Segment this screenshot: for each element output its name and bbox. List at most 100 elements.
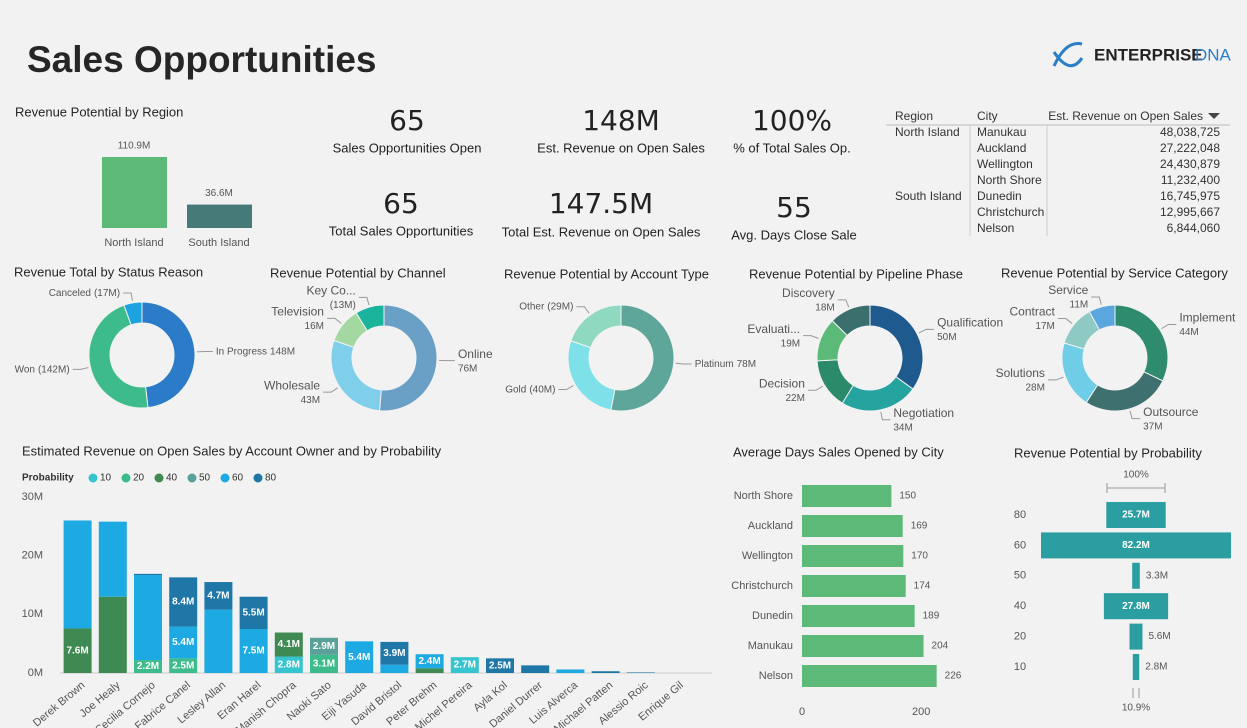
chart-title: Revenue Potential by Channel bbox=[270, 265, 446, 280]
table-city: North Shore bbox=[977, 173, 1042, 187]
leader-line bbox=[880, 411, 891, 421]
category-label: Auckland bbox=[748, 520, 793, 532]
bar-segment bbox=[63, 520, 92, 629]
bar bbox=[102, 157, 167, 228]
leader-line bbox=[558, 385, 574, 390]
value-label: 34M bbox=[893, 422, 912, 433]
donut-label: Canceled (17M) bbox=[49, 288, 120, 299]
bar-segment bbox=[63, 628, 92, 673]
bar-segment bbox=[556, 669, 585, 673]
category-label: 20 bbox=[1014, 631, 1026, 643]
leader-line bbox=[1161, 323, 1177, 330]
bar bbox=[802, 545, 904, 567]
bar-segment bbox=[486, 658, 514, 673]
category-label: Christchurch bbox=[731, 580, 793, 592]
value-label: 50M bbox=[937, 332, 956, 343]
category-label: Online bbox=[458, 347, 493, 361]
bar-segment bbox=[450, 657, 479, 673]
bar-segment bbox=[134, 575, 162, 661]
value-label: 44M bbox=[1179, 327, 1198, 338]
category-label: Television bbox=[271, 305, 324, 319]
value-label: 2.4M bbox=[418, 656, 440, 667]
table-header: Est. Revenue on Open Sales bbox=[1048, 109, 1203, 123]
value-label: 2.5M bbox=[172, 660, 194, 671]
donut-segment bbox=[567, 340, 616, 411]
table-revenue: 48,038,725 bbox=[1160, 125, 1220, 139]
value-label: 22M bbox=[785, 393, 804, 404]
value-label: 16M bbox=[305, 321, 324, 332]
table-region: South Island bbox=[895, 189, 962, 203]
bar-segment bbox=[591, 671, 620, 673]
bar bbox=[802, 605, 915, 627]
sort-icon bbox=[1208, 113, 1220, 119]
top-label: 100% bbox=[1123, 470, 1149, 481]
category-label: Platinum bbox=[695, 359, 734, 370]
value-label: 2.5M bbox=[489, 660, 511, 671]
category-label: 10 bbox=[1014, 661, 1026, 673]
kpi-label: % of Total Sales Op. bbox=[733, 140, 851, 155]
value-label: 82.2M bbox=[1122, 540, 1150, 551]
value-label: 4.1M bbox=[278, 639, 300, 650]
kpi-value: 148M bbox=[582, 104, 660, 137]
chart-title: Revenue Potential by Pipeline Phase bbox=[749, 266, 963, 281]
bar-segment bbox=[134, 573, 162, 576]
category-label: South Island bbox=[188, 237, 249, 249]
legend-title: Probability bbox=[22, 473, 74, 484]
table-city: Dunedin bbox=[977, 189, 1022, 203]
donut-label: Platinum 78M bbox=[695, 359, 756, 370]
value-label: 11M bbox=[1070, 300, 1089, 311]
bar-segment bbox=[204, 609, 233, 673]
table-header: City bbox=[977, 109, 998, 123]
table-header: Region bbox=[895, 109, 933, 123]
funnel-bar bbox=[1129, 623, 1143, 650]
legend-label: 60 bbox=[232, 473, 244, 484]
category-label: Discovery bbox=[782, 286, 835, 300]
bar bbox=[802, 515, 903, 537]
value-label: 8.4M bbox=[172, 597, 194, 608]
bracket bbox=[1132, 688, 1140, 698]
kpi-label: Est. Revenue on Open Sales bbox=[537, 140, 705, 155]
value-label: 148M bbox=[270, 346, 295, 357]
legend-marker bbox=[121, 473, 131, 483]
value-label: 5.4M bbox=[172, 637, 194, 648]
page-title: Sales Opportunities bbox=[27, 39, 377, 80]
donut-label: In Progress 148M bbox=[216, 346, 295, 357]
value-label: (29M) bbox=[547, 301, 573, 312]
chart-title: Revenue Potential by Account Type bbox=[504, 266, 709, 281]
kpi-label: Avg. Days Close Sale bbox=[731, 227, 857, 242]
leader-line bbox=[72, 367, 89, 370]
bar-segment bbox=[239, 629, 268, 673]
category-label: Dunedin bbox=[752, 610, 793, 622]
value-label: 18M bbox=[815, 303, 834, 314]
leader-line bbox=[1047, 376, 1064, 381]
value-label: 2.2M bbox=[137, 661, 159, 672]
value-label: 2.9M bbox=[313, 641, 335, 652]
table-city: Auckland bbox=[977, 141, 1026, 155]
table-revenue: 6,844,060 bbox=[1167, 221, 1221, 235]
bar-segment bbox=[310, 637, 338, 655]
category-label: Other bbox=[519, 301, 545, 312]
kpi-value: 65 bbox=[383, 187, 419, 220]
value-label: 5.5M bbox=[242, 608, 264, 619]
category-label: Solutions bbox=[996, 366, 1045, 380]
value-label: 174 bbox=[914, 581, 931, 592]
value-label: 28M bbox=[1025, 383, 1044, 394]
category-label: Outsource bbox=[1143, 405, 1199, 419]
leader-line bbox=[837, 299, 850, 308]
category-label: Nelson bbox=[759, 670, 793, 682]
bar-segment bbox=[169, 577, 198, 627]
category-label: North Shore bbox=[734, 490, 793, 502]
y-tick-label: 10M bbox=[22, 608, 43, 620]
donut-segment bbox=[610, 304, 675, 412]
category-label: Implement bbox=[1179, 311, 1236, 325]
kpi-value: 147.5M bbox=[549, 187, 653, 220]
value-label: 150 bbox=[899, 491, 916, 502]
category-label: Evaluati... bbox=[747, 322, 800, 336]
value-label: (40M) bbox=[529, 384, 555, 395]
y-tick-label: 20M bbox=[22, 550, 43, 562]
table-revenue: 16,745,975 bbox=[1160, 189, 1220, 203]
bar-segment bbox=[98, 521, 127, 597]
bar bbox=[802, 485, 892, 507]
logo: ENTERPRISE DNA bbox=[1052, 41, 1232, 68]
